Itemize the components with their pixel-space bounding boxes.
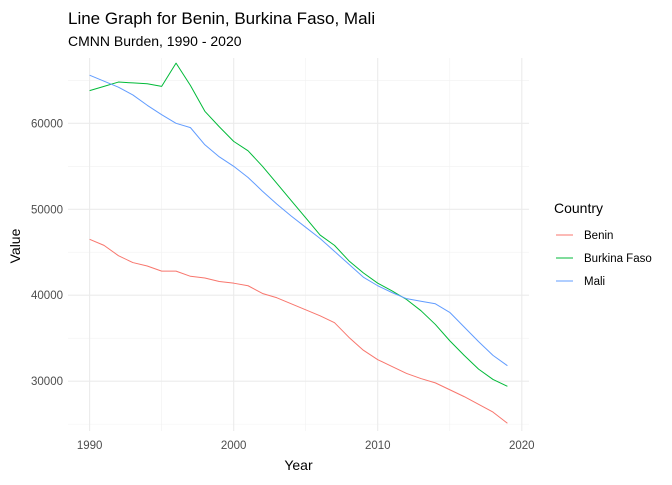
x-axis-label: Year (284, 457, 313, 473)
legend: Country Benin Burkina Faso Mali (554, 200, 652, 288)
x-tick-label: 1990 (77, 440, 103, 452)
series-line-mali (89, 74, 508, 367)
legend-label-burkina-faso: Burkina Faso (584, 253, 652, 265)
y-tick-label: 40000 (31, 290, 63, 302)
series-lines (89, 62, 508, 424)
legend-label-benin: Benin (584, 230, 613, 242)
x-axis-tick-labels: 1990 2000 2010 2020 (77, 440, 535, 452)
y-tick-label: 60000 (31, 118, 63, 130)
legend-items: Benin Burkina Faso Mali (556, 230, 652, 288)
x-tick-label: 2010 (365, 440, 391, 452)
chart-title: Line Graph for Benin, Burkina Faso, Mali (68, 9, 375, 28)
chart-subtitle: CMNN Burden, 1990 - 2020 (68, 33, 242, 49)
y-tick-label: 30000 (31, 376, 63, 388)
series-line-benin (89, 238, 508, 424)
x-tick-label: 2000 (221, 440, 247, 452)
legend-label-mali: Mali (584, 276, 605, 288)
y-axis-label: Value (7, 228, 23, 263)
gridlines (68, 58, 529, 431)
series-line-burkina-faso (89, 62, 508, 387)
legend-title: Country (554, 200, 603, 216)
y-axis-tick-labels: 30000 40000 50000 60000 (31, 118, 63, 388)
x-tick-label: 2020 (509, 440, 535, 452)
y-tick-label: 50000 (31, 204, 63, 216)
